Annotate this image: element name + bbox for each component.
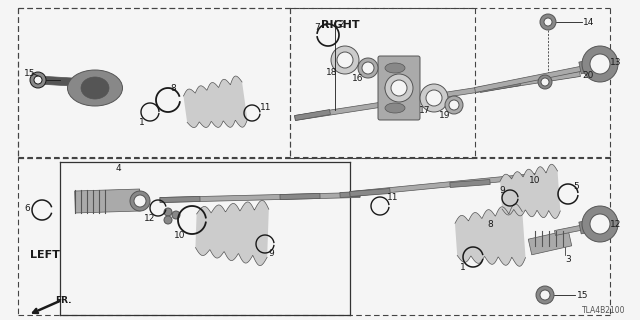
Circle shape bbox=[172, 211, 180, 219]
Text: 9: 9 bbox=[499, 186, 505, 195]
Circle shape bbox=[358, 58, 378, 78]
Text: 19: 19 bbox=[438, 110, 450, 119]
Text: 17: 17 bbox=[419, 106, 430, 115]
Text: 1: 1 bbox=[460, 263, 466, 273]
Text: 7: 7 bbox=[314, 22, 320, 31]
Ellipse shape bbox=[81, 77, 109, 99]
Circle shape bbox=[540, 14, 556, 30]
Circle shape bbox=[34, 76, 42, 84]
Text: 15: 15 bbox=[24, 68, 35, 77]
Circle shape bbox=[391, 80, 407, 96]
Text: 3: 3 bbox=[565, 255, 571, 265]
Circle shape bbox=[30, 72, 46, 88]
Circle shape bbox=[590, 214, 610, 234]
Text: 8: 8 bbox=[487, 220, 493, 228]
Circle shape bbox=[582, 46, 618, 82]
Circle shape bbox=[134, 195, 146, 207]
Text: 5: 5 bbox=[573, 181, 579, 190]
Circle shape bbox=[544, 18, 552, 26]
Text: 10: 10 bbox=[173, 230, 185, 239]
Ellipse shape bbox=[385, 103, 405, 113]
Text: 12: 12 bbox=[610, 220, 621, 228]
Polygon shape bbox=[294, 72, 580, 120]
Text: 18: 18 bbox=[326, 68, 337, 76]
Polygon shape bbox=[579, 56, 611, 74]
Circle shape bbox=[541, 78, 549, 86]
Text: 11: 11 bbox=[260, 102, 271, 111]
Text: 6: 6 bbox=[24, 204, 30, 212]
Circle shape bbox=[130, 191, 150, 211]
Circle shape bbox=[445, 96, 463, 114]
Polygon shape bbox=[160, 196, 200, 203]
Polygon shape bbox=[195, 200, 269, 266]
Polygon shape bbox=[349, 172, 556, 196]
Polygon shape bbox=[280, 194, 320, 199]
Ellipse shape bbox=[385, 63, 405, 73]
Polygon shape bbox=[350, 188, 390, 196]
Ellipse shape bbox=[67, 70, 122, 106]
Polygon shape bbox=[184, 76, 247, 128]
Circle shape bbox=[590, 54, 610, 74]
Polygon shape bbox=[528, 230, 572, 255]
Circle shape bbox=[164, 208, 172, 216]
Text: 20: 20 bbox=[582, 70, 593, 79]
Text: 16: 16 bbox=[351, 74, 363, 83]
Ellipse shape bbox=[385, 83, 405, 93]
Text: 15: 15 bbox=[577, 291, 589, 300]
Text: 10: 10 bbox=[529, 175, 541, 185]
Circle shape bbox=[449, 100, 459, 110]
Polygon shape bbox=[579, 216, 611, 234]
Circle shape bbox=[331, 46, 359, 74]
Polygon shape bbox=[340, 191, 360, 197]
FancyBboxPatch shape bbox=[378, 56, 420, 120]
Polygon shape bbox=[554, 220, 611, 236]
Text: 12: 12 bbox=[143, 213, 155, 222]
Text: TLA4B2100: TLA4B2100 bbox=[582, 306, 625, 315]
Text: LEFT: LEFT bbox=[30, 250, 60, 260]
Circle shape bbox=[420, 84, 448, 112]
Text: 1: 1 bbox=[140, 117, 145, 126]
Text: 11: 11 bbox=[387, 193, 399, 202]
Text: 2: 2 bbox=[338, 20, 344, 29]
Circle shape bbox=[540, 290, 550, 300]
Polygon shape bbox=[479, 81, 520, 92]
Circle shape bbox=[536, 286, 554, 304]
Polygon shape bbox=[75, 189, 140, 213]
Text: RIGHT: RIGHT bbox=[321, 20, 359, 30]
Circle shape bbox=[385, 74, 413, 102]
Circle shape bbox=[164, 216, 172, 224]
Polygon shape bbox=[38, 76, 72, 86]
Circle shape bbox=[337, 52, 353, 68]
Circle shape bbox=[582, 206, 618, 242]
Text: FR.: FR. bbox=[55, 296, 72, 305]
Polygon shape bbox=[455, 204, 525, 266]
Text: 9: 9 bbox=[268, 250, 274, 259]
Circle shape bbox=[538, 75, 552, 89]
Polygon shape bbox=[450, 180, 490, 188]
Circle shape bbox=[426, 90, 442, 106]
Text: 13: 13 bbox=[610, 58, 621, 67]
Text: 4: 4 bbox=[115, 164, 121, 172]
Polygon shape bbox=[160, 193, 360, 203]
Polygon shape bbox=[294, 109, 330, 120]
Text: 8: 8 bbox=[170, 84, 176, 92]
Text: 14: 14 bbox=[583, 18, 595, 27]
Polygon shape bbox=[500, 164, 561, 219]
Polygon shape bbox=[474, 60, 611, 92]
Circle shape bbox=[362, 62, 374, 74]
